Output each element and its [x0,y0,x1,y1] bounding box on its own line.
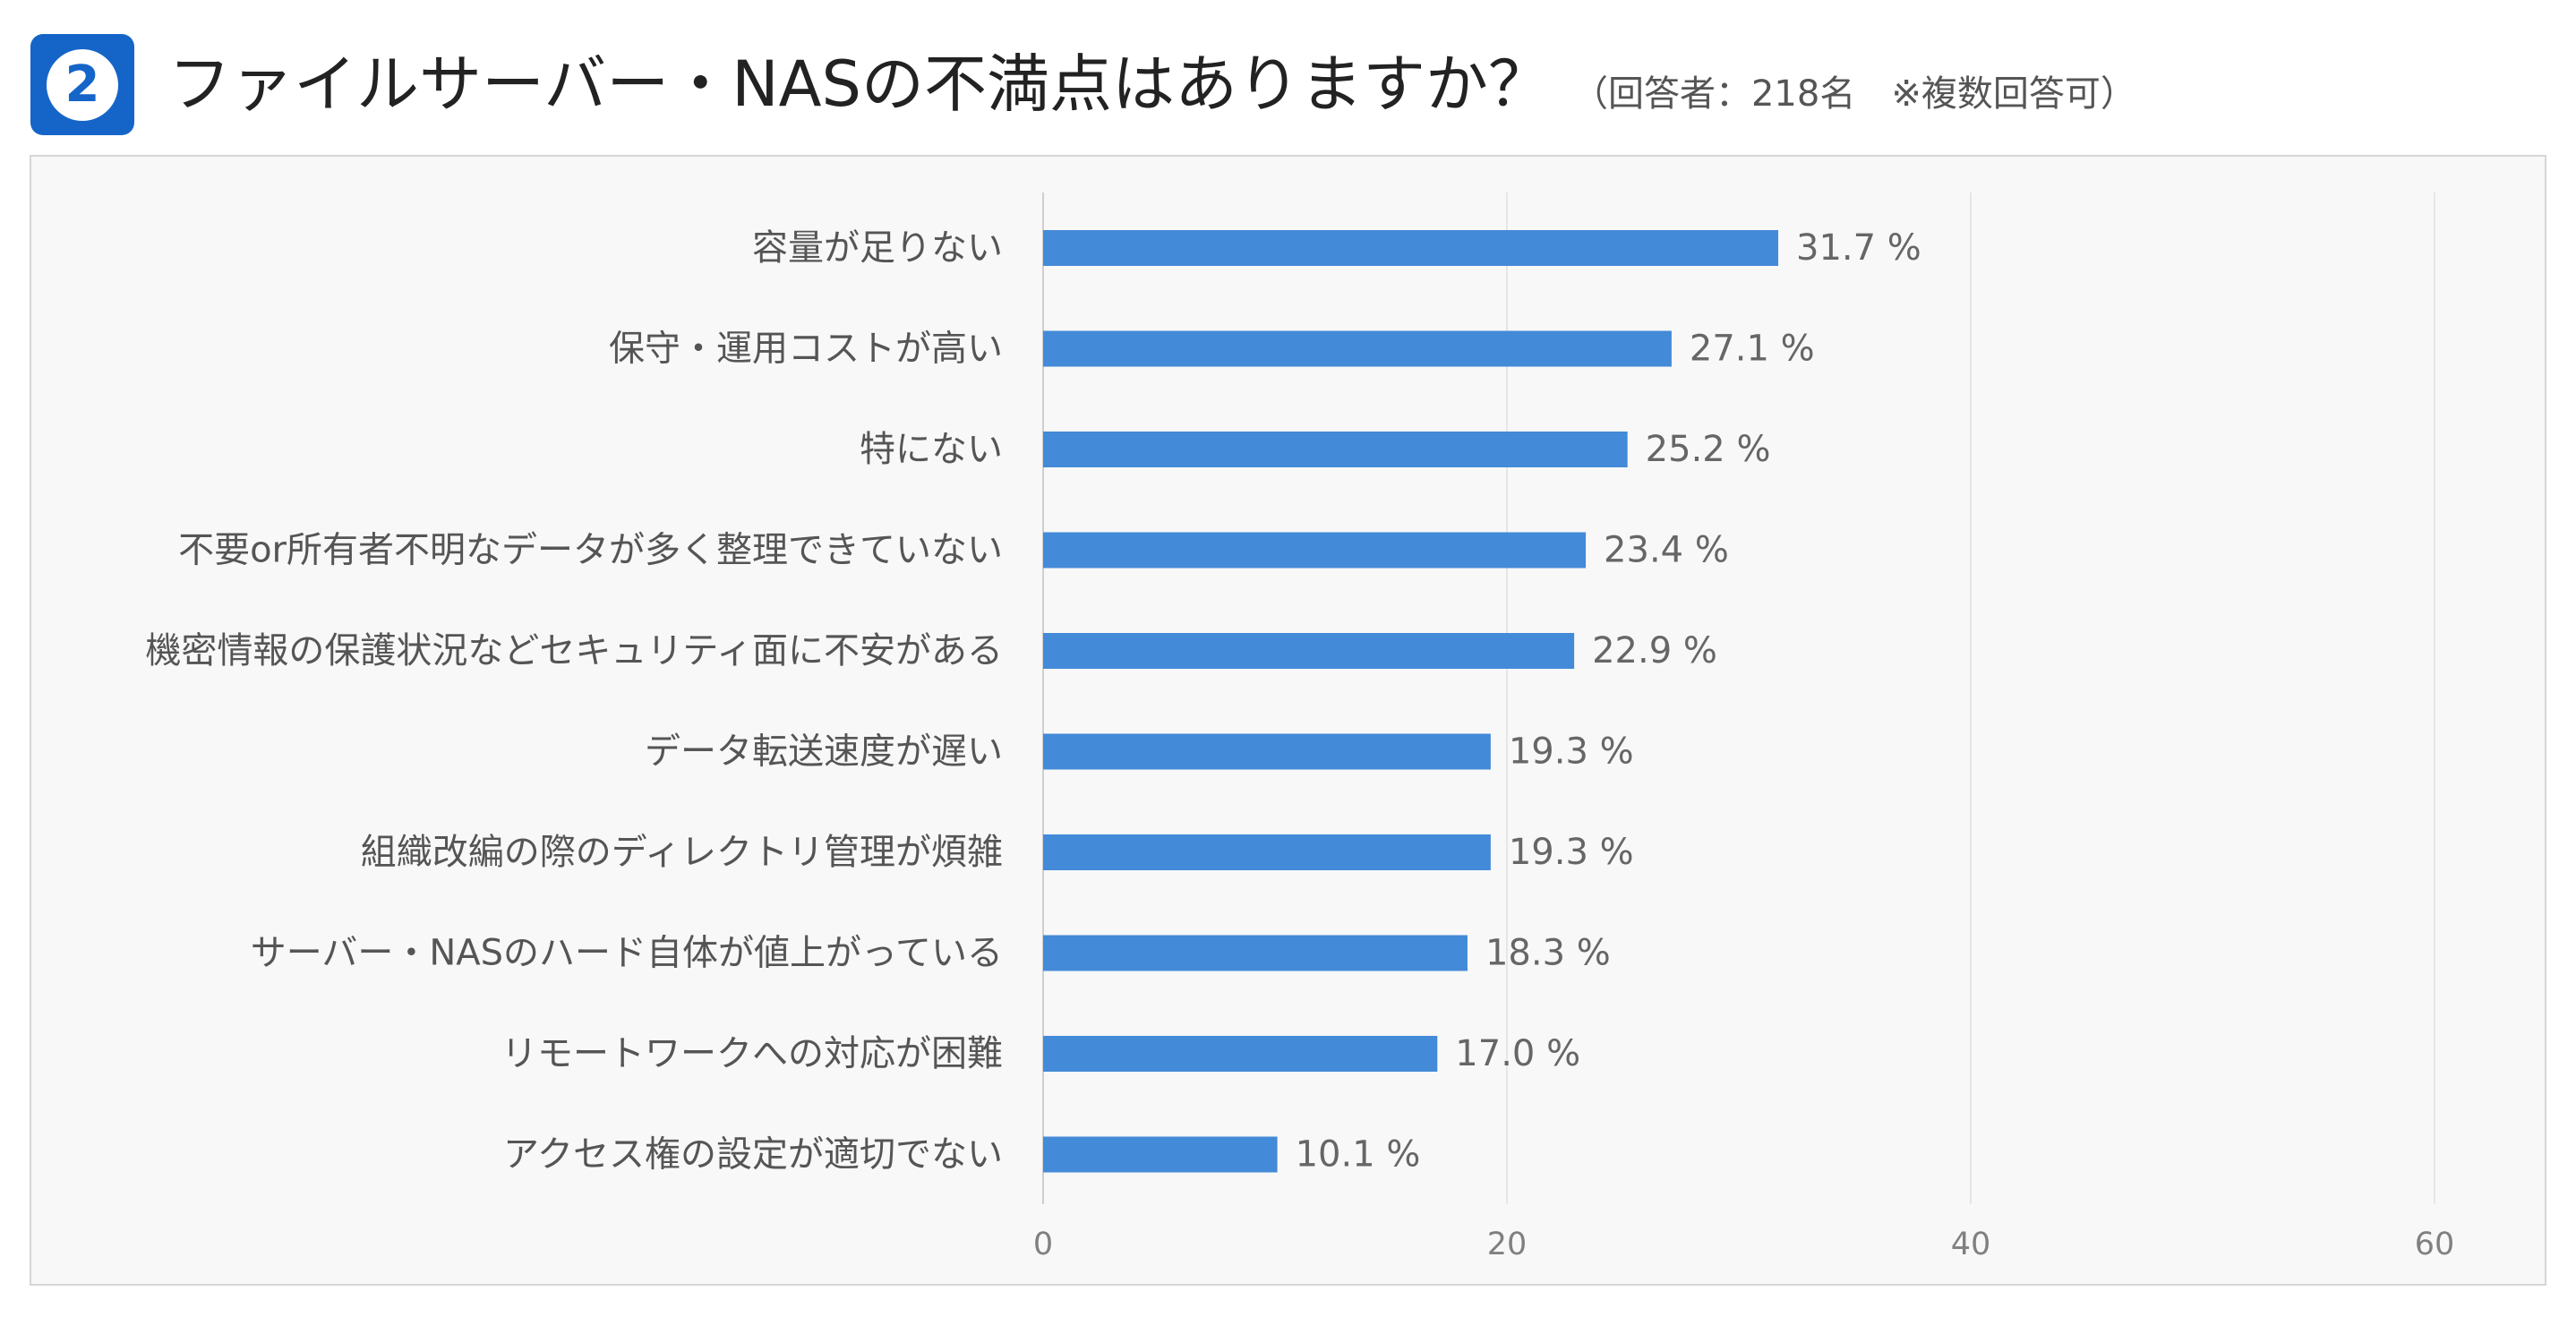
bar-chart: 容量が足りない 31.7 % 保守・運用コストが高い 27.1 % 特にない 25.2 %… [145,192,2455,1262]
data-label: 19.3 % [1509,832,1634,873]
bar [1043,633,1575,669]
x-tick-label: 0 [1033,1227,1053,1262]
page-title: ファイルサーバー・NASの不満点はありますか？ （回答者：218名 ※複数回答可） [168,47,2136,132]
x-tick-label: 60 [2415,1227,2455,1262]
badge-number: 2 [64,56,100,114]
respondent-note: （回答者：218名 ※複数回答可） [1571,73,2136,115]
bar [1043,834,1491,870]
data-label: 17.0 % [1455,1033,1580,1074]
question-number-badge: 2 [30,34,134,135]
bar [1043,230,1779,266]
bar [1043,1036,1438,1072]
data-label: 10.1 % [1296,1134,1421,1176]
x-tick-label: 20 [1487,1227,1528,1262]
category-label: 機密情報の保護状況などセキュリティ面に不安がある [145,630,1003,671]
bar [1043,733,1491,770]
data-label: 19.3 % [1509,731,1634,773]
bar [1043,935,1468,971]
title-text: ファイルサーバー・NASの不満点はありますか？ [168,47,1551,121]
bar [1043,432,1628,467]
category-label: データ転送速度が遅い [645,731,1003,773]
bar [1043,1136,1278,1173]
badge-circle: 2 [47,49,118,121]
category-label: 特にない [860,429,1003,470]
data-label: 18.3 % [1485,933,1611,974]
data-label: 22.9 % [1592,630,1717,671]
x-tick-label: 40 [1951,1227,1991,1262]
data-label: 31.7 % [1796,227,1921,269]
data-label: 25.2 % [1646,429,1771,470]
data-label: 23.4 % [1604,530,1729,571]
category-label: 容量が足りない [752,227,1003,269]
data-label: 27.1 % [1690,329,1815,370]
header: 2 ファイルサーバー・NASの不満点はありますか？ （回答者：218名 ※複数回答… [0,0,2576,152]
category-label: リモートワークへの対応が困難 [501,1033,1003,1074]
chart-panel: 容量が足りない 31.7 % 保守・運用コストが高い 27.1 % 特にない 25.2 %… [30,155,2546,1286]
category-label: サーバー・NASのハード自体が値上がっている [251,933,1003,974]
category-label: 組織改編の際のディレクトリ管理が煩雑 [361,832,1003,873]
category-label: アクセス権の設定が適切でない [503,1134,1003,1176]
category-label: 保守・運用コストが高い [609,329,1003,370]
category-label: 不要or所有者不明なデータが多く整理できていない [178,530,1003,571]
bar [1043,330,1672,367]
bar [1043,532,1587,569]
